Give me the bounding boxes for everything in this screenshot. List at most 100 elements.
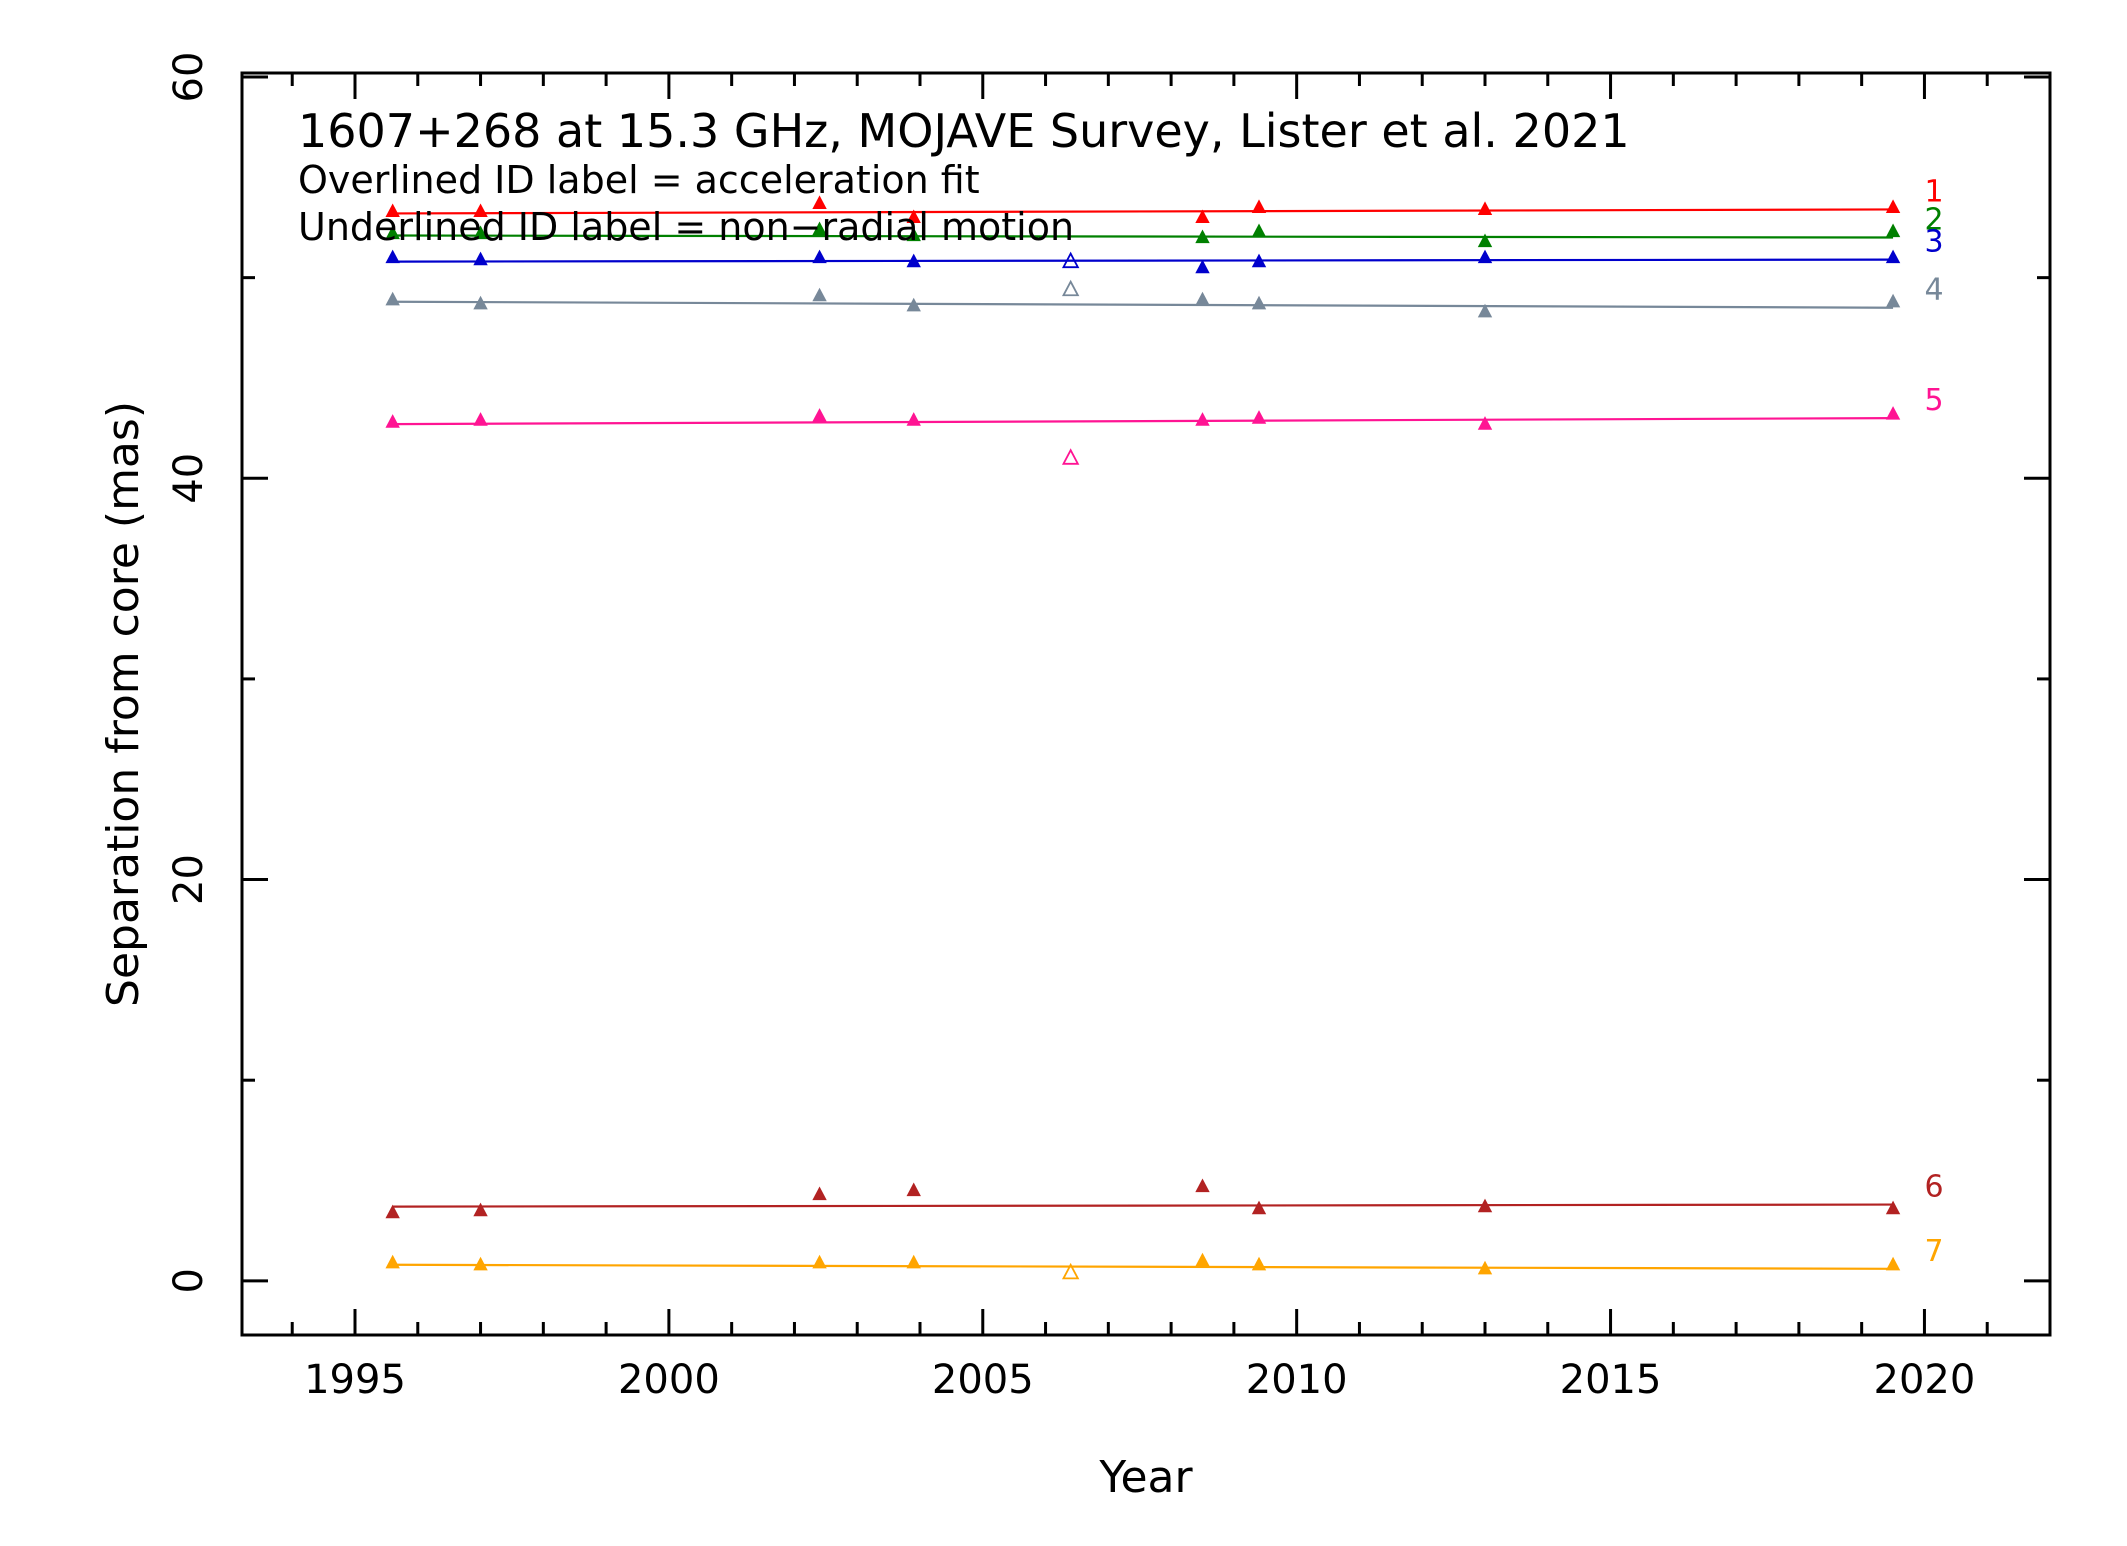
- data-point: [1251, 410, 1267, 424]
- series-label: 4: [1924, 273, 1943, 308]
- data-point: [1885, 293, 1901, 308]
- data-point: [1477, 303, 1493, 318]
- data-point: [385, 203, 400, 218]
- y-axis-title: Separation from core (mas): [98, 401, 149, 1007]
- data-point: [1885, 406, 1901, 420]
- x-axis-title: Year: [1098, 1452, 1193, 1503]
- data-point: [385, 291, 400, 306]
- series-3: 3: [385, 225, 1944, 274]
- data-point: [906, 253, 921, 268]
- chart-title: 1607+268 at 15.3 GHz, MOJAVE Survey, Lis…: [298, 104, 1630, 158]
- y-axis-ticks: 0 20 40 60: [166, 52, 2050, 1294]
- data-point: [812, 287, 827, 302]
- x-axis-ticks: 1995 2000 2005 2010 2015 2020: [290, 73, 2052, 1403]
- fit-line: [392, 1263, 1894, 1270]
- data-point: [906, 297, 921, 312]
- data-point: [385, 414, 400, 428]
- plot-frame: [240, 71, 2052, 1337]
- data-point: [906, 1254, 921, 1269]
- data-point: [1885, 1256, 1901, 1271]
- data-point: [1251, 1200, 1267, 1215]
- series-6: 6: [385, 1170, 1944, 1219]
- x-tick-label: 2005: [932, 1357, 1034, 1403]
- data-point: [1477, 233, 1493, 248]
- data-point-open: [1061, 279, 1080, 297]
- data-point: [1477, 249, 1493, 264]
- data-point-open: [1061, 1262, 1080, 1280]
- data-point: [473, 1202, 488, 1217]
- data-point: [1885, 1200, 1901, 1215]
- data-point: [1195, 259, 1210, 274]
- data-point: [473, 295, 488, 310]
- data-point: [812, 408, 827, 422]
- data-point: [1195, 1252, 1210, 1267]
- y-tick-label: 0: [166, 1268, 212, 1293]
- data-point: [1195, 209, 1210, 224]
- data-point: [473, 1256, 488, 1271]
- data-point: [1885, 223, 1901, 238]
- data-point: [812, 1186, 827, 1201]
- data-point-open: [1061, 251, 1080, 269]
- series-4: 4: [385, 273, 1944, 318]
- fit-line: [392, 416, 1894, 426]
- data-point: [812, 249, 827, 264]
- y-tick-label: 40: [166, 453, 212, 504]
- data-point: [1195, 412, 1210, 426]
- data-point: [1477, 1198, 1493, 1213]
- data-point: [1251, 253, 1267, 268]
- data-point: [473, 251, 488, 266]
- series-5: 5: [385, 383, 1944, 465]
- note-nonradial: Underlined ID label = non−radial motion: [298, 205, 1074, 249]
- y-tick-label: 60: [166, 52, 212, 103]
- x-tick-label: 1995: [304, 1357, 406, 1403]
- data-point: [1885, 199, 1901, 214]
- data-point: [1251, 295, 1267, 310]
- x-tick-label: 2010: [1246, 1357, 1348, 1403]
- fit-line: [392, 258, 1894, 263]
- data-point: [812, 195, 827, 210]
- fit-line: [392, 208, 1894, 215]
- data-point: [906, 1182, 921, 1197]
- data-point: [473, 225, 488, 240]
- series-label: 1: [1924, 174, 1943, 209]
- data-point: [1195, 229, 1210, 244]
- note-acceleration: Overlined ID label = acceleration fit: [298, 158, 980, 202]
- data-point: [385, 249, 400, 264]
- fit-line: [392, 1203, 1894, 1208]
- series-7: 7: [385, 1234, 1944, 1280]
- data-point: [812, 1254, 827, 1269]
- data-point: [1251, 199, 1267, 214]
- data-point: [473, 412, 488, 426]
- y-tick-label: 20: [166, 854, 212, 905]
- data-point-open: [1061, 448, 1080, 465]
- series-label: 3: [1924, 225, 1943, 260]
- series-label: 5: [1924, 383, 1943, 418]
- data-point: [473, 203, 488, 218]
- data-point: [1195, 291, 1210, 306]
- data-point: [1477, 201, 1493, 216]
- data-point: [906, 412, 921, 426]
- fit-line: [392, 300, 1894, 309]
- data-point: [1477, 416, 1493, 430]
- data-point: [906, 209, 921, 224]
- data-point: [1885, 249, 1901, 264]
- series-layer: 123 4 5 6 7: [385, 174, 1944, 1280]
- data-point: [385, 225, 400, 240]
- x-tick-label: 2015: [1560, 1357, 1662, 1403]
- series-label: 6: [1924, 1170, 1943, 1205]
- x-tick-label: 2020: [1874, 1357, 1976, 1403]
- series-2: 2: [385, 203, 1944, 248]
- x-tick-label: 2000: [618, 1357, 720, 1403]
- data-point: [1251, 1256, 1267, 1271]
- series-label: 2: [1924, 203, 1943, 238]
- data-point: [1195, 1178, 1210, 1193]
- data-point: [1251, 223, 1267, 238]
- data-point: [906, 227, 921, 242]
- series-1: 1: [385, 174, 1944, 224]
- fit-line: [392, 234, 1894, 239]
- series-label: 7: [1924, 1234, 1943, 1269]
- data-point: [812, 221, 827, 236]
- data-point: [1477, 1260, 1493, 1275]
- data-point: [385, 1254, 400, 1269]
